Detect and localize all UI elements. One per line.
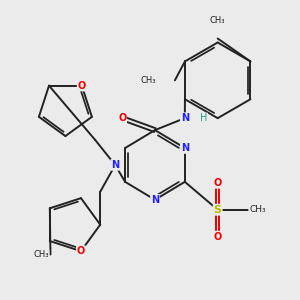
- Text: CH₃: CH₃: [249, 205, 266, 214]
- Text: O: O: [214, 178, 222, 188]
- Text: O: O: [77, 246, 85, 256]
- Text: CH₃: CH₃: [34, 250, 49, 259]
- Text: N: N: [111, 160, 119, 170]
- Text: CH₃: CH₃: [210, 16, 225, 25]
- Text: N: N: [151, 195, 159, 205]
- Text: O: O: [214, 232, 222, 242]
- Text: O: O: [118, 113, 126, 123]
- Text: CH₃: CH₃: [141, 76, 157, 85]
- Text: O: O: [78, 81, 86, 91]
- Text: N: N: [181, 143, 189, 153]
- Text: S: S: [214, 205, 222, 215]
- Text: H: H: [200, 113, 207, 123]
- Text: N: N: [181, 113, 189, 123]
